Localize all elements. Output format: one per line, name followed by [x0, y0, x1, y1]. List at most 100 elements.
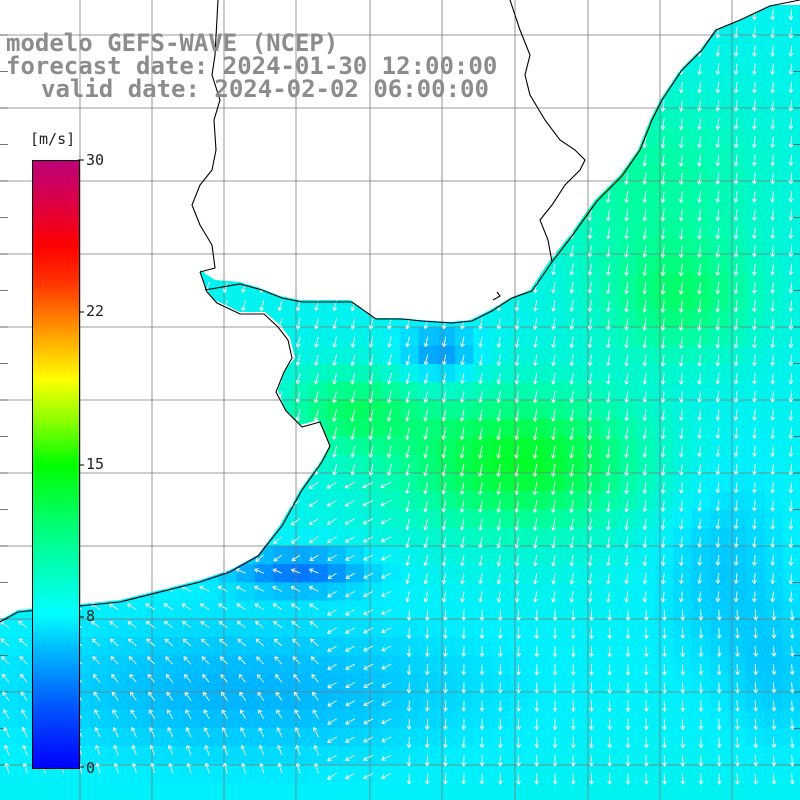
wind-arrow — [569, 409, 575, 422]
wind-arrow — [423, 482, 429, 495]
wind-arrow — [277, 445, 283, 458]
wind-cell — [273, 127, 292, 147]
wind-cell — [618, 200, 638, 219]
wind-arrow — [423, 8, 429, 21]
wind-cell — [527, 509, 547, 529]
wind-arrow — [406, 773, 412, 785]
wind-arrow — [112, 727, 119, 738]
wind-cell — [600, 91, 620, 110]
wind-cell — [109, 254, 128, 274]
wind-arrow — [362, 536, 374, 543]
wind-arrow — [605, 8, 611, 21]
wind-arrow — [327, 754, 337, 762]
wind-arrow — [332, 245, 338, 257]
wind-arrow — [277, 300, 283, 312]
wind-arrow — [259, 263, 265, 275]
wind-arrow — [496, 63, 502, 75]
wind-cell — [309, 709, 329, 729]
wind-arrow — [569, 336, 575, 348]
wind-arrow — [3, 445, 10, 457]
wind-arrow — [751, 591, 757, 603]
wind-arrow — [441, 409, 447, 422]
wind-arrow — [405, 518, 410, 531]
wind-cell — [254, 600, 274, 620]
wind-arrow — [771, 773, 777, 785]
wind-cell — [200, 728, 219, 747]
wind-arrow — [551, 354, 557, 367]
wind-cell — [491, 218, 511, 238]
wind-cell — [582, 127, 602, 147]
wind-arrow — [496, 536, 502, 549]
wind-arrow — [550, 427, 556, 441]
wind-arrow — [90, 620, 101, 629]
wind-arrow — [587, 45, 593, 57]
wind-arrow — [461, 627, 467, 639]
wind-cell — [618, 491, 638, 511]
wind-arrow — [362, 500, 374, 507]
wind-cell — [0, 709, 19, 729]
wind-cell — [200, 782, 219, 800]
wind-cell — [345, 273, 365, 292]
wind-cell — [273, 291, 292, 310]
wind-arrow — [770, 354, 776, 367]
wind-cell — [473, 546, 492, 565]
wind-cell — [637, 18, 656, 37]
wind-arrow — [788, 99, 794, 112]
wind-cell — [491, 327, 511, 347]
wind-arrow — [294, 727, 301, 738]
wind-arrow — [514, 118, 520, 130]
wind-arrow — [788, 591, 794, 603]
wind-arrow — [496, 45, 502, 57]
wind-cell — [546, 163, 565, 183]
wind-cell — [273, 200, 292, 219]
wind-cell — [145, 400, 165, 420]
wind-arrow — [751, 45, 757, 57]
wind-cell — [618, 36, 638, 56]
wind-arrow — [751, 482, 757, 494]
wind-arrow — [715, 445, 721, 457]
wind-arrow — [660, 300, 666, 313]
wind-arrow — [363, 627, 374, 634]
wind-arrow — [715, 482, 721, 494]
wind-arrow — [771, 700, 777, 712]
wind-arrow — [735, 664, 740, 675]
wind-arrow — [716, 700, 722, 712]
wind-arrow — [219, 638, 228, 647]
wind-arrow — [551, 318, 557, 330]
wind-cell — [673, 54, 693, 74]
wind-cell — [582, 309, 602, 329]
wind-arrow — [258, 709, 265, 720]
wind-arrow — [380, 518, 392, 525]
wind-arrow — [110, 656, 119, 665]
wind-arrow — [715, 190, 721, 203]
wind-cell — [436, 582, 456, 602]
wind-cell — [345, 309, 365, 329]
wind-arrow — [200, 554, 210, 563]
wind-arrow — [678, 190, 684, 203]
wind-arrow — [753, 736, 759, 748]
wind-arrow — [460, 336, 465, 348]
wind-arrow — [222, 281, 228, 293]
wind-arrow — [186, 136, 192, 148]
wind-arrow — [751, 263, 757, 276]
wind-cell — [382, 182, 401, 201]
wind-arrow — [168, 445, 174, 457]
wind-cell — [0, 200, 19, 219]
wind-cell — [473, 163, 492, 183]
wind-arrow — [259, 190, 265, 202]
wind-arrow — [149, 427, 156, 439]
wind-cell — [582, 54, 602, 74]
wind-arrow — [496, 354, 502, 367]
wind-arrow — [441, 573, 447, 585]
wind-arrow — [186, 762, 192, 774]
wind-cell — [618, 54, 638, 74]
wind-arrow — [22, 300, 28, 311]
wind-arrow — [461, 755, 467, 767]
wind-arrow — [497, 627, 503, 639]
wind-arrow — [424, 627, 430, 639]
wind-cell — [546, 473, 565, 492]
wind-arrow — [751, 463, 757, 476]
wind-arrow — [312, 709, 319, 720]
wind-arrow — [715, 318, 721, 331]
wind-arrow — [461, 645, 467, 657]
